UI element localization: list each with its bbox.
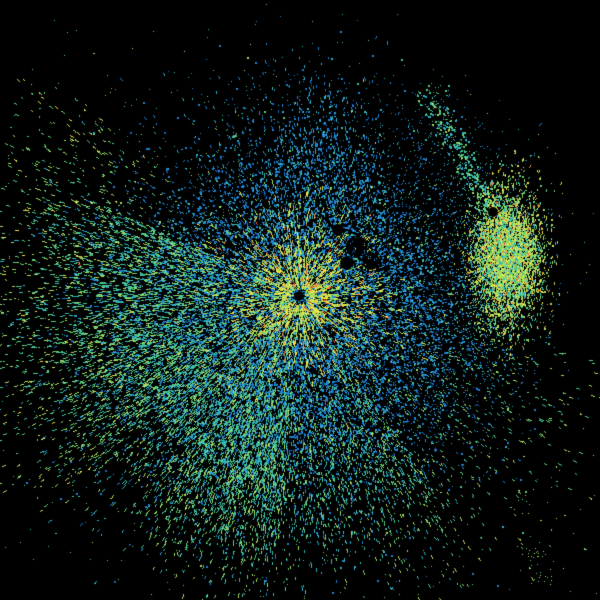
lidar-point-cloud-canvas (0, 0, 600, 600)
point-cloud-viewport (0, 0, 600, 600)
